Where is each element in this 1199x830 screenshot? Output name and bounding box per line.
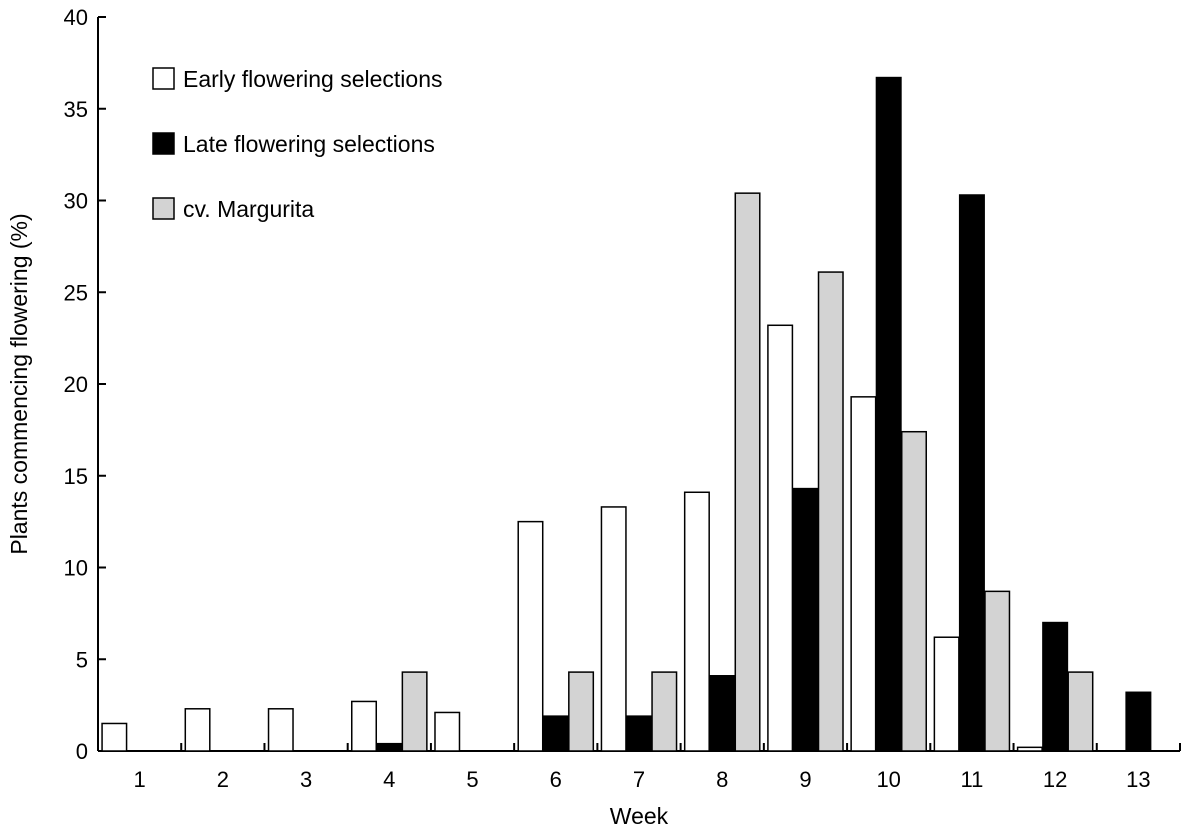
x-tick-label: 4 [383,767,395,792]
bar-cv-margurita-week-8 [734,192,761,752]
bar-early-flowering-selections-week-4 [351,700,378,752]
bar-late-flowering-selections-week-13 [1125,691,1152,752]
bar-cv-margurita-week-4 [401,671,428,752]
bar-cv-margurita-week-7 [651,671,678,752]
bar-early-flowering-selections-week-8 [683,491,710,752]
x-tick-label: 11 [961,767,984,792]
y-axis-label: Plants commencing flowering (%) [6,213,32,554]
x-tick-label: 8 [716,767,728,792]
bar-early-flowering-selections-week-2 [184,708,211,752]
bar-late-flowering-selections-week-6 [542,715,569,752]
legend-label: Late flowering selections [183,131,435,157]
y-tick-label: 10 [64,556,88,581]
x-tick-label: 9 [799,767,811,792]
x-tick-label: 3 [300,767,312,792]
bar-late-flowering-selections-week-9 [792,487,819,752]
x-axis-label: Week [610,803,669,829]
bar-late-flowering-selections-week-12 [1042,621,1069,752]
x-tick-label: 5 [466,767,478,792]
bar-cv-margurita-week-9 [817,271,844,752]
bar-late-flowering-selections-week-10 [875,76,902,752]
y-tick-label: 5 [76,647,88,672]
legend-label: Early flowering selections [183,66,443,92]
bar-cv-margurita-week-10 [900,430,927,752]
bar-early-flowering-selections-week-7 [600,506,627,752]
legend-swatch [152,132,175,155]
y-tick-label: 40 [64,5,88,30]
bar-cv-margurita-week-11 [984,590,1011,752]
x-tick-label: 13 [1126,767,1150,792]
legend: Early flowering selections Late flowering… [152,66,443,222]
bar-early-flowering-selections-week-6 [517,520,544,752]
bar-early-flowering-selections-week-3 [267,708,294,752]
x-tick-label: 7 [633,767,645,792]
x-tick-label: 12 [1043,767,1067,792]
x-tick-label: 2 [217,767,229,792]
x-tick-label: 1 [133,767,145,792]
bar-early-flowering-selections-week-10 [850,396,877,752]
bar-late-flowering-selections-week-11 [958,194,985,752]
x-tick-label: 10 [876,767,900,792]
legend-swatch [152,67,175,90]
y-tick-label: 35 [64,97,88,122]
x-tick-label: 6 [550,767,562,792]
y-tick-label: 15 [64,464,88,489]
bar-early-flowering-selections-week-9 [767,324,794,752]
legend-swatch [152,197,175,220]
bar-late-flowering-selections-week-8 [709,675,736,752]
bar-late-flowering-selections-week-7 [626,715,652,752]
bar-early-flowering-selections-week-12 [1016,746,1043,752]
bar-late-flowering-selections-week-4 [376,742,403,752]
y-tick-label: 20 [64,372,88,397]
y-tick-label: 25 [64,280,88,305]
bar-early-flowering-selections-week-1 [101,722,128,752]
bar-cv-margurita-week-12 [1067,671,1094,752]
bar-early-flowering-selections-week-11 [933,636,960,752]
bar-early-flowering-selections-week-5 [434,711,461,752]
y-tick-label: 0 [76,739,88,764]
y-tick-label: 30 [64,189,88,214]
bar-cv-margurita-week-6 [568,671,595,752]
legend-label: cv. Margurita [183,196,314,222]
